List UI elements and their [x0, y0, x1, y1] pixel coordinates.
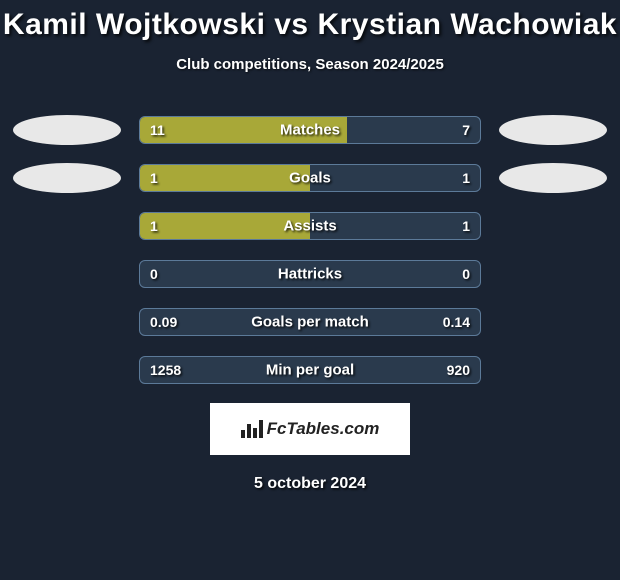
stat-row: 1 Assists 1: [0, 211, 620, 241]
badge-spacer: [13, 211, 121, 241]
stat-row: 1258 Min per goal 920: [0, 355, 620, 385]
stat-label: Hattricks: [278, 266, 342, 283]
player-badge-right: [499, 115, 607, 145]
stat-label: Goals: [289, 170, 331, 187]
comparison-card: Kamil Wojtkowski vs Krystian Wachowiak C…: [0, 0, 620, 493]
player-badge-right: [499, 163, 607, 193]
stat-value-left: 1: [150, 218, 158, 234]
stat-value-left: 0.09: [150, 314, 177, 330]
stat-value-right: 920: [447, 362, 470, 378]
footer-date: 5 october 2024: [0, 475, 620, 493]
brand-text: FcTables.com: [267, 419, 380, 439]
stats-area: 11Matches71Goals11Assists10Hattricks00.0…: [0, 115, 620, 385]
stat-bar: 1258 Min per goal 920: [139, 356, 481, 384]
badge-spacer: [13, 307, 121, 337]
stat-row: 1 Goals 1: [0, 163, 620, 193]
stat-label: Assists: [283, 218, 336, 235]
badge-spacer: [499, 355, 607, 385]
badge-spacer: [13, 355, 121, 385]
stat-bar: 0.09 Goals per match 0.14: [139, 308, 481, 336]
badge-spacer: [499, 259, 607, 289]
stat-value-right: 7: [462, 122, 470, 138]
stat-bar: 11 Matches 7: [139, 116, 481, 144]
stat-bar: 1 Goals 1: [139, 164, 481, 192]
badge-spacer: [499, 211, 607, 241]
brand-badge: FcTables.com: [210, 403, 410, 455]
stat-value-right: 0.14: [443, 314, 470, 330]
stat-row: 11 Matches 7: [0, 115, 620, 145]
player-badge-left: [13, 163, 121, 193]
stat-value-right: 1: [462, 170, 470, 186]
badge-spacer: [13, 259, 121, 289]
stat-bar: 1 Assists 1: [139, 212, 481, 240]
stat-row: 0 Hattricks 0: [0, 259, 620, 289]
stat-label: Goals per match: [251, 314, 369, 331]
player-badge-left: [13, 115, 121, 145]
stat-row: 0.09 Goals per match 0.14: [0, 307, 620, 337]
page-title: Kamil Wojtkowski vs Krystian Wachowiak: [0, 8, 620, 42]
stat-value-left: 11: [150, 122, 165, 138]
stat-value-right: 1: [462, 218, 470, 234]
stat-label: Matches: [280, 122, 340, 139]
stat-value-right: 0: [462, 266, 470, 282]
stat-value-left: 0: [150, 266, 158, 282]
stat-value-left: 1: [150, 170, 158, 186]
bar-chart-icon: [241, 420, 263, 438]
stat-bar: 0 Hattricks 0: [139, 260, 481, 288]
subtitle: Club competitions, Season 2024/2025: [0, 56, 620, 73]
stat-value-left: 1258: [150, 362, 181, 378]
stat-bar-fill: [140, 165, 310, 191]
stat-label: Min per goal: [266, 362, 354, 379]
badge-spacer: [499, 307, 607, 337]
